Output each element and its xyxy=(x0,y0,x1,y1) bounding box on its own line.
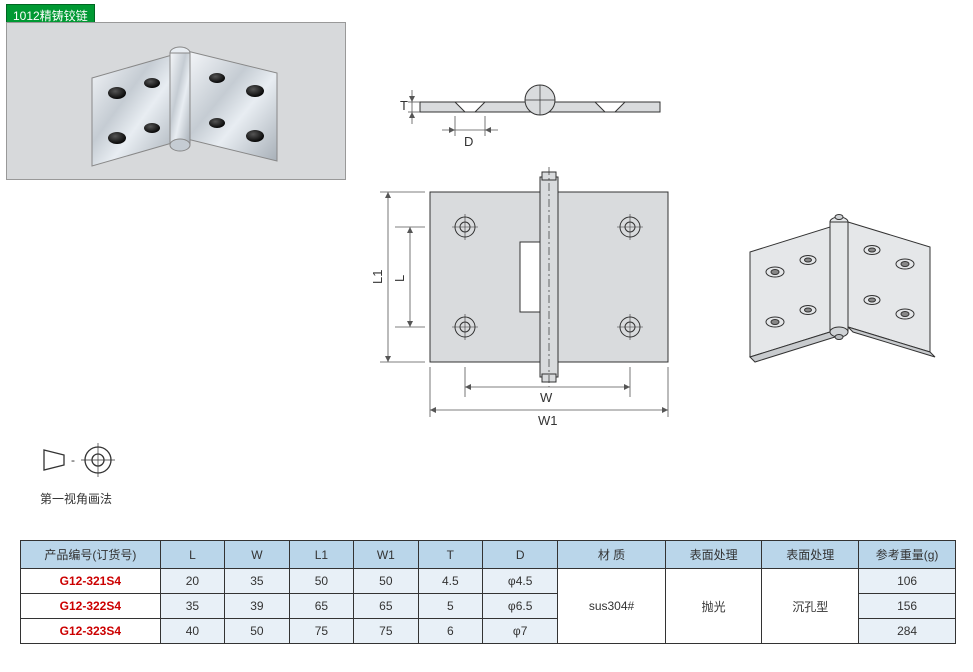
cell-T: 4.5 xyxy=(418,569,482,594)
side-view: T D xyxy=(400,85,660,149)
front-view: L L1 W W1 xyxy=(370,167,668,428)
isometric-view xyxy=(750,215,935,363)
cell-L: 20 xyxy=(160,569,224,594)
cell-D: φ6.5 xyxy=(483,594,558,619)
cell-T: 6 xyxy=(418,619,482,644)
dim-D-label: D xyxy=(464,134,473,149)
cell-W: 35 xyxy=(225,569,289,594)
dim-W1-label: W1 xyxy=(538,413,558,428)
col-D: D xyxy=(483,541,558,569)
cell-L: 40 xyxy=(160,619,224,644)
dim-L-label: L xyxy=(392,275,407,282)
cell-material: sus304# xyxy=(558,569,665,644)
cell-surface1: 抛光 xyxy=(665,569,762,644)
col-material: 材 质 xyxy=(558,541,665,569)
col-surface1: 表面处理 xyxy=(665,541,762,569)
photo-hinge-render xyxy=(7,23,347,181)
cell-product-no: G12-321S4 xyxy=(21,569,161,594)
cell-W: 39 xyxy=(225,594,289,619)
dim-L1-label: L1 xyxy=(370,270,385,284)
col-product-no: 产品编号(订货号) xyxy=(21,541,161,569)
col-surface2: 表面处理 xyxy=(762,541,859,569)
col-L: L xyxy=(160,541,224,569)
cell-W1: 50 xyxy=(354,569,418,594)
col-L1: L1 xyxy=(289,541,353,569)
svg-text:-: - xyxy=(71,453,75,467)
spec-table: 产品编号(订货号) L W L1 W1 T D 材 质 表面处理 表面处理 参考… xyxy=(20,540,956,644)
cell-L1: 50 xyxy=(289,569,353,594)
cell-L: 35 xyxy=(160,594,224,619)
cell-weight: 156 xyxy=(859,594,956,619)
cell-T: 5 xyxy=(418,594,482,619)
cell-D: φ7 xyxy=(483,619,558,644)
cell-D: φ4.5 xyxy=(483,569,558,594)
cell-W1: 75 xyxy=(354,619,418,644)
dim-W-label: W xyxy=(540,390,553,405)
projection-label: 第一视角画法 xyxy=(40,490,112,507)
cell-W1: 65 xyxy=(354,594,418,619)
cell-L1: 75 xyxy=(289,619,353,644)
dim-T-label: T xyxy=(400,98,408,113)
col-T: T xyxy=(418,541,482,569)
cell-W: 50 xyxy=(225,619,289,644)
product-photo xyxy=(6,22,346,180)
col-W: W xyxy=(225,541,289,569)
cell-weight: 106 xyxy=(859,569,956,594)
col-weight: 参考重量(g) xyxy=(859,541,956,569)
col-W1: W1 xyxy=(354,541,418,569)
cell-product-no: G12-323S4 xyxy=(21,619,161,644)
technical-drawing: T D xyxy=(360,22,960,462)
cell-L1: 65 xyxy=(289,594,353,619)
table-header-row: 产品编号(订货号) L W L1 W1 T D 材 质 表面处理 表面处理 参考… xyxy=(21,541,956,569)
cell-product-no: G12-322S4 xyxy=(21,594,161,619)
cell-surface2: 沉孔型 xyxy=(762,569,859,644)
table-row: G12-321S4 20 35 50 50 4.5 φ4.5 sus304# 抛… xyxy=(21,569,956,594)
cell-weight: 284 xyxy=(859,619,956,644)
